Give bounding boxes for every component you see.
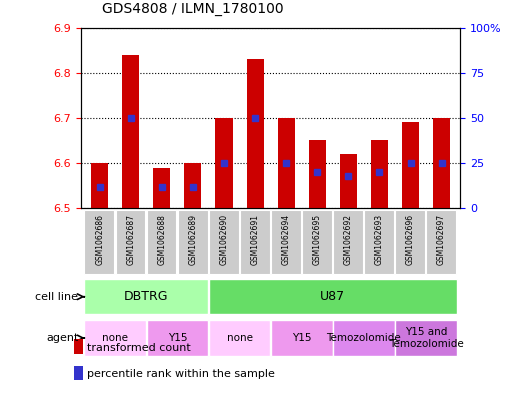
Text: GSM1062689: GSM1062689	[188, 214, 198, 264]
Bar	[371, 140, 388, 208]
Bar	[271, 209, 301, 274]
Bar	[333, 209, 363, 274]
Bar	[85, 209, 115, 274]
Text: GSM1062688: GSM1062688	[157, 214, 166, 264]
Text: transformed count: transformed count	[87, 343, 191, 353]
Bar	[178, 209, 208, 274]
Text: U87: U87	[320, 290, 345, 303]
Text: cell line: cell line	[36, 292, 78, 302]
Bar	[153, 168, 170, 208]
Text: GSM1062690: GSM1062690	[220, 214, 229, 265]
Bar	[340, 154, 357, 208]
Bar	[271, 320, 333, 356]
Bar	[302, 209, 332, 274]
Bar	[278, 118, 295, 208]
Bar	[215, 118, 233, 208]
Bar	[426, 209, 456, 274]
Bar	[185, 163, 201, 208]
Text: GSM1062692: GSM1062692	[344, 214, 353, 264]
Text: DBTRG: DBTRG	[124, 290, 168, 303]
Bar	[74, 340, 84, 354]
Text: none: none	[103, 333, 128, 343]
Text: agent: agent	[46, 333, 78, 343]
Text: GSM1062696: GSM1062696	[406, 214, 415, 265]
Text: Y15: Y15	[168, 333, 187, 343]
Text: GSM1062687: GSM1062687	[126, 214, 135, 264]
Bar	[146, 320, 208, 356]
Bar	[364, 209, 394, 274]
Bar	[91, 163, 108, 208]
Text: GSM1062697: GSM1062697	[437, 214, 446, 265]
Bar	[402, 122, 419, 208]
Bar	[122, 55, 139, 208]
Bar	[116, 209, 145, 274]
Bar	[246, 59, 264, 208]
Text: GSM1062694: GSM1062694	[282, 214, 291, 265]
Bar	[395, 320, 457, 356]
Bar	[333, 320, 395, 356]
Text: GSM1062691: GSM1062691	[251, 214, 259, 264]
Bar	[395, 209, 425, 274]
Bar	[240, 209, 270, 274]
Bar	[74, 366, 84, 380]
Bar	[209, 209, 238, 274]
Bar	[85, 279, 208, 314]
Text: GDS4808 / ILMN_1780100: GDS4808 / ILMN_1780100	[102, 2, 283, 16]
Text: percentile rank within the sample: percentile rank within the sample	[87, 369, 275, 379]
Text: GSM1062686: GSM1062686	[95, 214, 104, 264]
Text: GSM1062693: GSM1062693	[375, 214, 384, 265]
Bar	[209, 279, 457, 314]
Text: Y15: Y15	[292, 333, 312, 343]
Text: Y15 and
Temozolomide: Y15 and Temozolomide	[389, 327, 463, 349]
Text: GSM1062695: GSM1062695	[313, 214, 322, 265]
Bar	[309, 140, 326, 208]
Bar	[209, 320, 270, 356]
Text: Temozolomide: Temozolomide	[326, 333, 401, 343]
Bar	[146, 209, 176, 274]
Bar	[85, 320, 146, 356]
Text: none: none	[226, 333, 253, 343]
Bar	[433, 118, 450, 208]
